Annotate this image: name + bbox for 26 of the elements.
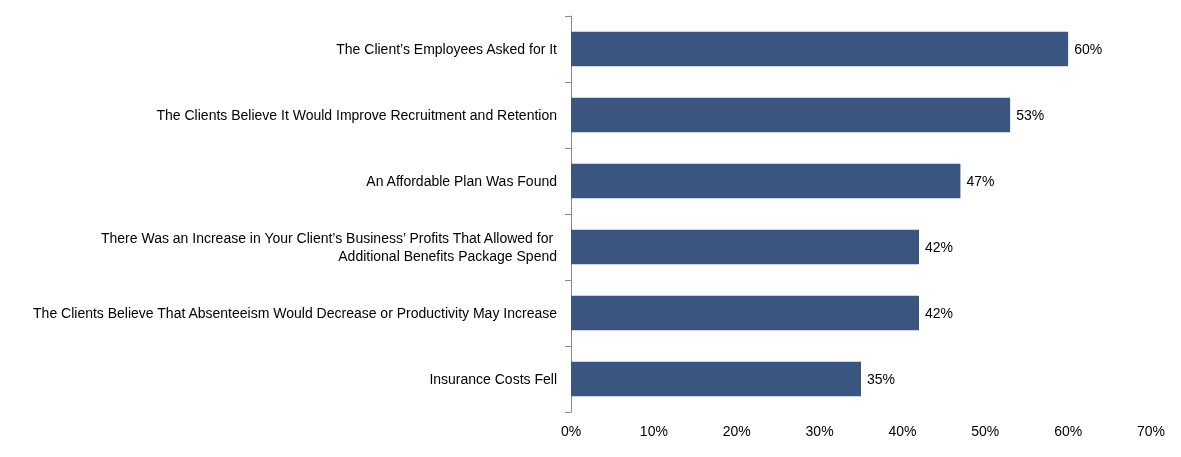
x-tick-label: 60% [1054, 423, 1083, 439]
x-tick-label: 70% [1136, 423, 1166, 439]
bar [571, 163, 961, 199]
x-tick-label: 40% [888, 423, 917, 439]
y-tick-label: There Was an Increase in Your Client’s Business’ Profits That Allowed for Additional Benefits Package Spend [100, 230, 557, 264]
data-label: 60% [1074, 41, 1103, 57]
x-tick-label: 20% [722, 423, 751, 439]
y-tick-label: Insurance Costs Fell [429, 371, 557, 387]
data-label: 35% [867, 371, 896, 387]
y-tick-label: The Clients Believe It Would Improve Recruitment and Retention [156, 107, 557, 123]
bar [571, 97, 1011, 133]
bar [571, 31, 1069, 67]
x-tick-label: 0% [560, 423, 582, 439]
bar [571, 361, 861, 397]
y-tick-label: The Client’s Employees Asked for It [336, 41, 558, 57]
y-tick-label: An Affordable Plan Was Found [366, 173, 557, 189]
x-tick-label: 50% [971, 423, 1000, 439]
data-label: 53% [1016, 107, 1045, 123]
data-label: 47% [966, 173, 995, 189]
bar [571, 295, 919, 331]
y-tick-label: The Clients Believe That Absenteeism Would Decrease or Productivity May Increase [33, 305, 558, 321]
data-label: 42% [925, 239, 954, 255]
data-label: 42% [925, 305, 954, 321]
x-tick-label: 30% [805, 423, 834, 439]
x-tick-label: 10% [639, 423, 668, 439]
bar [571, 229, 919, 265]
